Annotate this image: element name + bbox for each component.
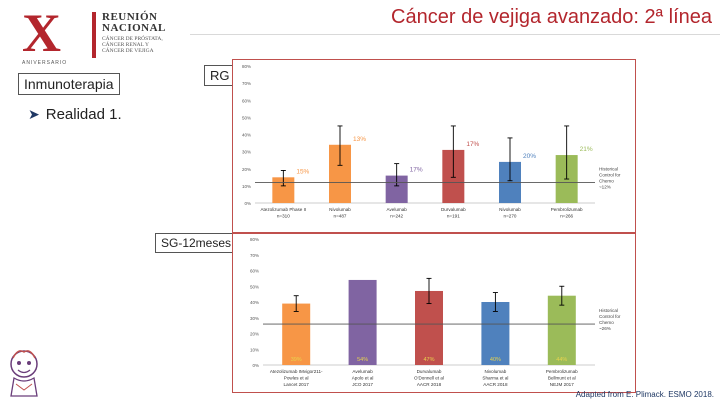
logo-divider — [92, 12, 96, 58]
y-tick-label: 60% — [250, 269, 259, 274]
title-divider — [190, 34, 720, 35]
y-tick-label: 70% — [250, 253, 259, 258]
x-category-label: JCO 2017 — [352, 382, 373, 387]
chart1-frame: 0% 10% 20% 30% 40% 50% 60% 70% 80% 15% Atezolizuma… — [232, 59, 636, 233]
bar — [547, 295, 576, 365]
x-category-label: Durvalumab — [417, 369, 442, 374]
bar-data-label: 54% — [357, 357, 368, 363]
reference-label: Control for — [599, 172, 621, 177]
bullet-text: Realidad 1. — [45, 106, 122, 123]
logo-x-mark: X — [22, 3, 61, 63]
x-category-label: Powles et al — [284, 376, 309, 381]
y-tick-label: 0% — [252, 363, 259, 368]
y-tick-label: 60% — [242, 98, 251, 103]
x-category-label: Pembrolizumab — [551, 207, 583, 212]
logo-footer: ANIVERSARIO — [22, 60, 68, 66]
x-category-label: n=310 — [277, 214, 290, 219]
reference-label: Control for — [599, 314, 621, 319]
y-tick-label: 30% — [242, 150, 251, 155]
bullet-item: ➤ Realidad 1. — [28, 106, 122, 123]
reference-label: Historical — [599, 166, 618, 171]
logo-sub-line-1: Cáncer de próstata, — [102, 36, 163, 42]
os12-bar-chart: 0% 10% 20% 30% 40% 50% 60% 70% 80% 39% Atezolizuma… — [250, 237, 621, 387]
logo-title-line-1: REUNIÓN — [102, 11, 158, 23]
y-tick-label: 80% — [250, 237, 259, 242]
arrow-bullet-icon: ➤ — [28, 106, 40, 122]
x-category-label: n=270 — [504, 214, 517, 219]
chart1-panel-label: RG — [204, 65, 236, 86]
x-category-label: AACR 2018 — [483, 382, 508, 387]
x-category-label: AACR 2018 — [417, 382, 442, 387]
reunion-nacional-logo: X REUNIÓN NACIONAL Cáncer de próstata, C… — [22, 3, 192, 66]
y-tick-label: 10% — [250, 347, 259, 352]
reference-label: ~26% — [599, 326, 611, 331]
x-category-label: n=191 — [447, 214, 460, 219]
y-tick-label: 50% — [250, 284, 259, 289]
bar — [272, 177, 295, 203]
section-label: Inmunoterapia — [18, 73, 120, 95]
slide-title: Cáncer de vejiga avanzado: 2ª línea — [391, 6, 712, 28]
y-tick-label: 0% — [244, 201, 251, 206]
x-category-label: Apolo et al — [352, 376, 374, 381]
bar-data-label: 40% — [490, 357, 501, 363]
bar — [481, 302, 510, 365]
chart2-panel-label: SG-12meses — [155, 233, 238, 253]
bar-data-label: 20% — [523, 153, 536, 160]
x-category-label: Lancet 2017 — [284, 382, 310, 387]
logo-title: REUNIÓN NACIONAL — [102, 12, 166, 34]
y-tick-label: 20% — [250, 332, 259, 337]
x-category-label: Nivolumab — [329, 207, 351, 212]
logo-title-line-2: NACIONAL — [102, 22, 166, 34]
bar — [282, 303, 311, 365]
bar-data-label: 17% — [410, 167, 423, 174]
y-tick-label: 40% — [250, 300, 259, 305]
bar-data-label: 47% — [423, 357, 434, 363]
x-category-label: NEJM 2017 — [550, 382, 574, 387]
chart2-frame: 0% 10% 20% 30% 40% 50% 60% 70% 80% 39% Atezolizuma… — [232, 233, 636, 393]
y-tick-label: 20% — [242, 167, 251, 172]
reference-label: Chemo — [599, 178, 614, 183]
x-category-label: Sharma et al — [482, 376, 508, 381]
bar-data-label: 13% — [353, 136, 366, 143]
x-category-label: n=242 — [390, 214, 403, 219]
x-category-label: Nivolumab — [485, 369, 507, 374]
y-tick-label: 10% — [242, 184, 251, 189]
x-category-label: Nivolumab — [499, 207, 521, 212]
reference-label: Chemo — [599, 320, 614, 325]
y-tick-label: 80% — [242, 64, 251, 69]
x-category-label: Pembrolizumab — [546, 369, 578, 374]
y-tick-label: 40% — [242, 133, 251, 138]
bar-data-label: 17% — [466, 141, 479, 148]
source-credit: Adapted from E. Plimack. ESMO 2018. — [575, 390, 714, 399]
bar-data-label: 21% — [580, 146, 593, 153]
x-category-label: Bellmunt et al — [548, 376, 576, 381]
x-category-label: n=266 — [560, 214, 573, 219]
x-category-label: Atezolizumab IMvigor211- — [270, 369, 323, 374]
x-category-label: n=487 — [334, 214, 347, 219]
y-tick-label: 70% — [242, 81, 251, 86]
reference-label: Historical — [599, 308, 618, 313]
y-tick-label: 50% — [242, 115, 251, 120]
logo-subtitle: Cáncer de próstata, Cáncer renal y Cánce… — [102, 36, 163, 54]
logo-sub-line-3: Cáncer de vejiga — [102, 48, 154, 54]
bar-data-label: 44% — [556, 357, 567, 363]
mascot-drawing-icon — [10, 350, 38, 397]
bar-data-label: 39% — [291, 357, 302, 363]
bar-data-label: 15% — [296, 168, 309, 175]
bar — [348, 279, 377, 365]
logo-sub-line-2: Cáncer renal y — [102, 42, 149, 48]
reference-label: ~12% — [599, 184, 611, 189]
y-tick-label: 30% — [250, 316, 259, 321]
orr-bar-chart: 0% 10% 20% 30% 40% 50% 60% 70% 80% 15% Atezolizuma… — [242, 64, 621, 219]
x-category-label: Avelumab — [352, 369, 373, 374]
x-category-label: Avelumab — [386, 207, 407, 212]
x-category-label: Durvalumab — [441, 207, 466, 212]
x-category-label: Atezolizumab Phase II — [260, 207, 306, 212]
x-category-label: O'Donnell et al — [414, 376, 444, 381]
bar — [329, 144, 351, 203]
